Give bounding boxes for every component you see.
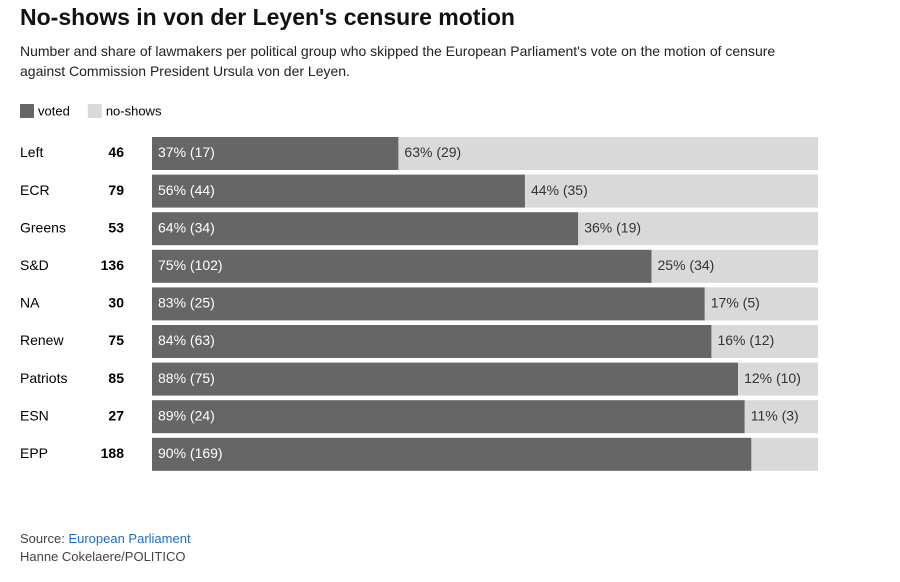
total-label: 136 — [101, 257, 125, 273]
value-label: 83% (25) — [158, 295, 215, 311]
legend-swatch — [20, 104, 34, 118]
bar-segment — [711, 325, 818, 358]
value-label: 16% (12) — [717, 332, 774, 348]
bar-segment — [524, 174, 818, 208]
source-line: Source: European Parliament — [20, 530, 191, 548]
category-label: ESN — [20, 407, 49, 423]
bar-segment — [704, 287, 818, 321]
bar-segment — [738, 362, 818, 396]
bar-segment — [152, 362, 739, 396]
source-link[interactable]: European Parliament — [68, 531, 191, 546]
bar-segment — [152, 325, 712, 358]
total-label: 79 — [108, 182, 124, 198]
category-label: EPP — [20, 445, 48, 461]
legend-swatch — [87, 104, 102, 118]
bar-segment — [744, 400, 818, 434]
category-label: S&D — [20, 257, 49, 273]
bar-segment — [152, 249, 652, 283]
bar-segment — [152, 137, 399, 170]
value-label: 11% (3) — [751, 407, 799, 423]
value-label: 84% (63) — [158, 332, 215, 348]
total-label: 75 — [108, 332, 124, 348]
value-label: 12% (10) — [744, 370, 801, 386]
total-label: 46 — [108, 144, 124, 160]
value-label: 44% (35) — [531, 182, 588, 198]
legend-label: no-shows — [106, 103, 162, 118]
value-label: 25% (34) — [658, 257, 715, 273]
category-label: Left — [20, 144, 43, 160]
category-label: NA — [20, 295, 40, 311]
bar-segment — [152, 437, 752, 471]
value-label: 89% (24) — [158, 407, 215, 423]
bar-segment — [152, 212, 579, 246]
bar-segment — [751, 437, 818, 471]
category-label: ECR — [20, 182, 50, 198]
total-label: 53 — [108, 219, 124, 235]
category-label: Renew — [20, 332, 64, 348]
total-label: 188 — [101, 445, 125, 461]
total-label: 30 — [108, 295, 124, 311]
footer: Source: European Parliament Hanne Cokela… — [20, 530, 191, 566]
bar-segment — [398, 137, 818, 170]
value-label: 75% (102) — [158, 257, 223, 273]
value-label: 56% (44) — [158, 182, 215, 198]
legend-label: voted — [38, 103, 70, 118]
bar-segment — [152, 174, 525, 208]
bar-segment — [651, 249, 818, 283]
credit: Hanne Cokelaere/POLITICO — [20, 549, 186, 564]
value-label: 90% (169) — [158, 445, 223, 461]
category-label: Patriots — [20, 370, 67, 386]
chart-subtitle: Number and share of lawmakers per politi… — [20, 43, 776, 79]
bar-segment — [152, 400, 745, 434]
value-label: 63% (29) — [404, 144, 461, 160]
bar-segment — [578, 212, 818, 246]
bar-segment — [152, 287, 705, 321]
category-label: Greens — [20, 219, 66, 235]
value-label: 88% (75) — [158, 370, 215, 386]
value-label: 17% (5) — [711, 295, 760, 311]
value-label: 36% (19) — [584, 219, 641, 235]
value-label: 64% (34) — [158, 219, 215, 235]
total-label: 27 — [108, 407, 124, 423]
chart-title: No-shows in von der Leyen's censure moti… — [20, 4, 515, 30]
total-label: 85 — [108, 370, 124, 386]
value-label: 37% (17) — [158, 144, 215, 160]
source-label: Source: — [20, 531, 65, 546]
